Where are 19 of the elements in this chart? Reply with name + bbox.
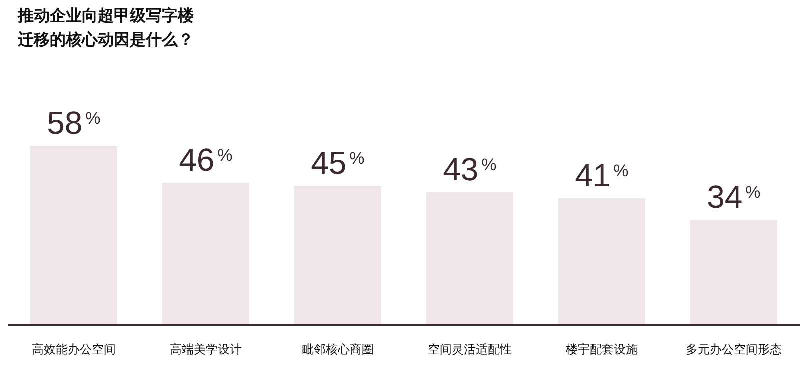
data-label: 43$^{%}$: [443, 151, 497, 188]
x-tick-label: 空间灵活适配性: [428, 342, 512, 357]
bar: [30, 146, 118, 325]
data-label: 46$^{%}$: [179, 142, 233, 178]
x-tick-label: 多元办公空间形态: [686, 342, 782, 357]
bar: [294, 186, 382, 325]
data-label: 41$^{%}$: [575, 157, 629, 194]
x-tick-label: 毗邻核心商圈: [302, 342, 374, 357]
bar: [426, 192, 514, 325]
x-tick-label: 高端美学设计: [170, 342, 242, 357]
x-tick-label: 楼宇配套设施: [566, 342, 638, 357]
x-tick-label: 高效能办公空间: [32, 342, 116, 357]
bar: [690, 220, 778, 325]
chart-title: 推动企业向超甲级写字楼迁移的核心动因是什么？: [18, 5, 195, 51]
data-label: 34$^{%}$: [707, 179, 761, 216]
data-label: 45$^{%}$: [311, 145, 365, 182]
bar: [162, 182, 250, 325]
data-label: 58$^{%}$: [47, 104, 101, 141]
bar: [558, 198, 646, 325]
